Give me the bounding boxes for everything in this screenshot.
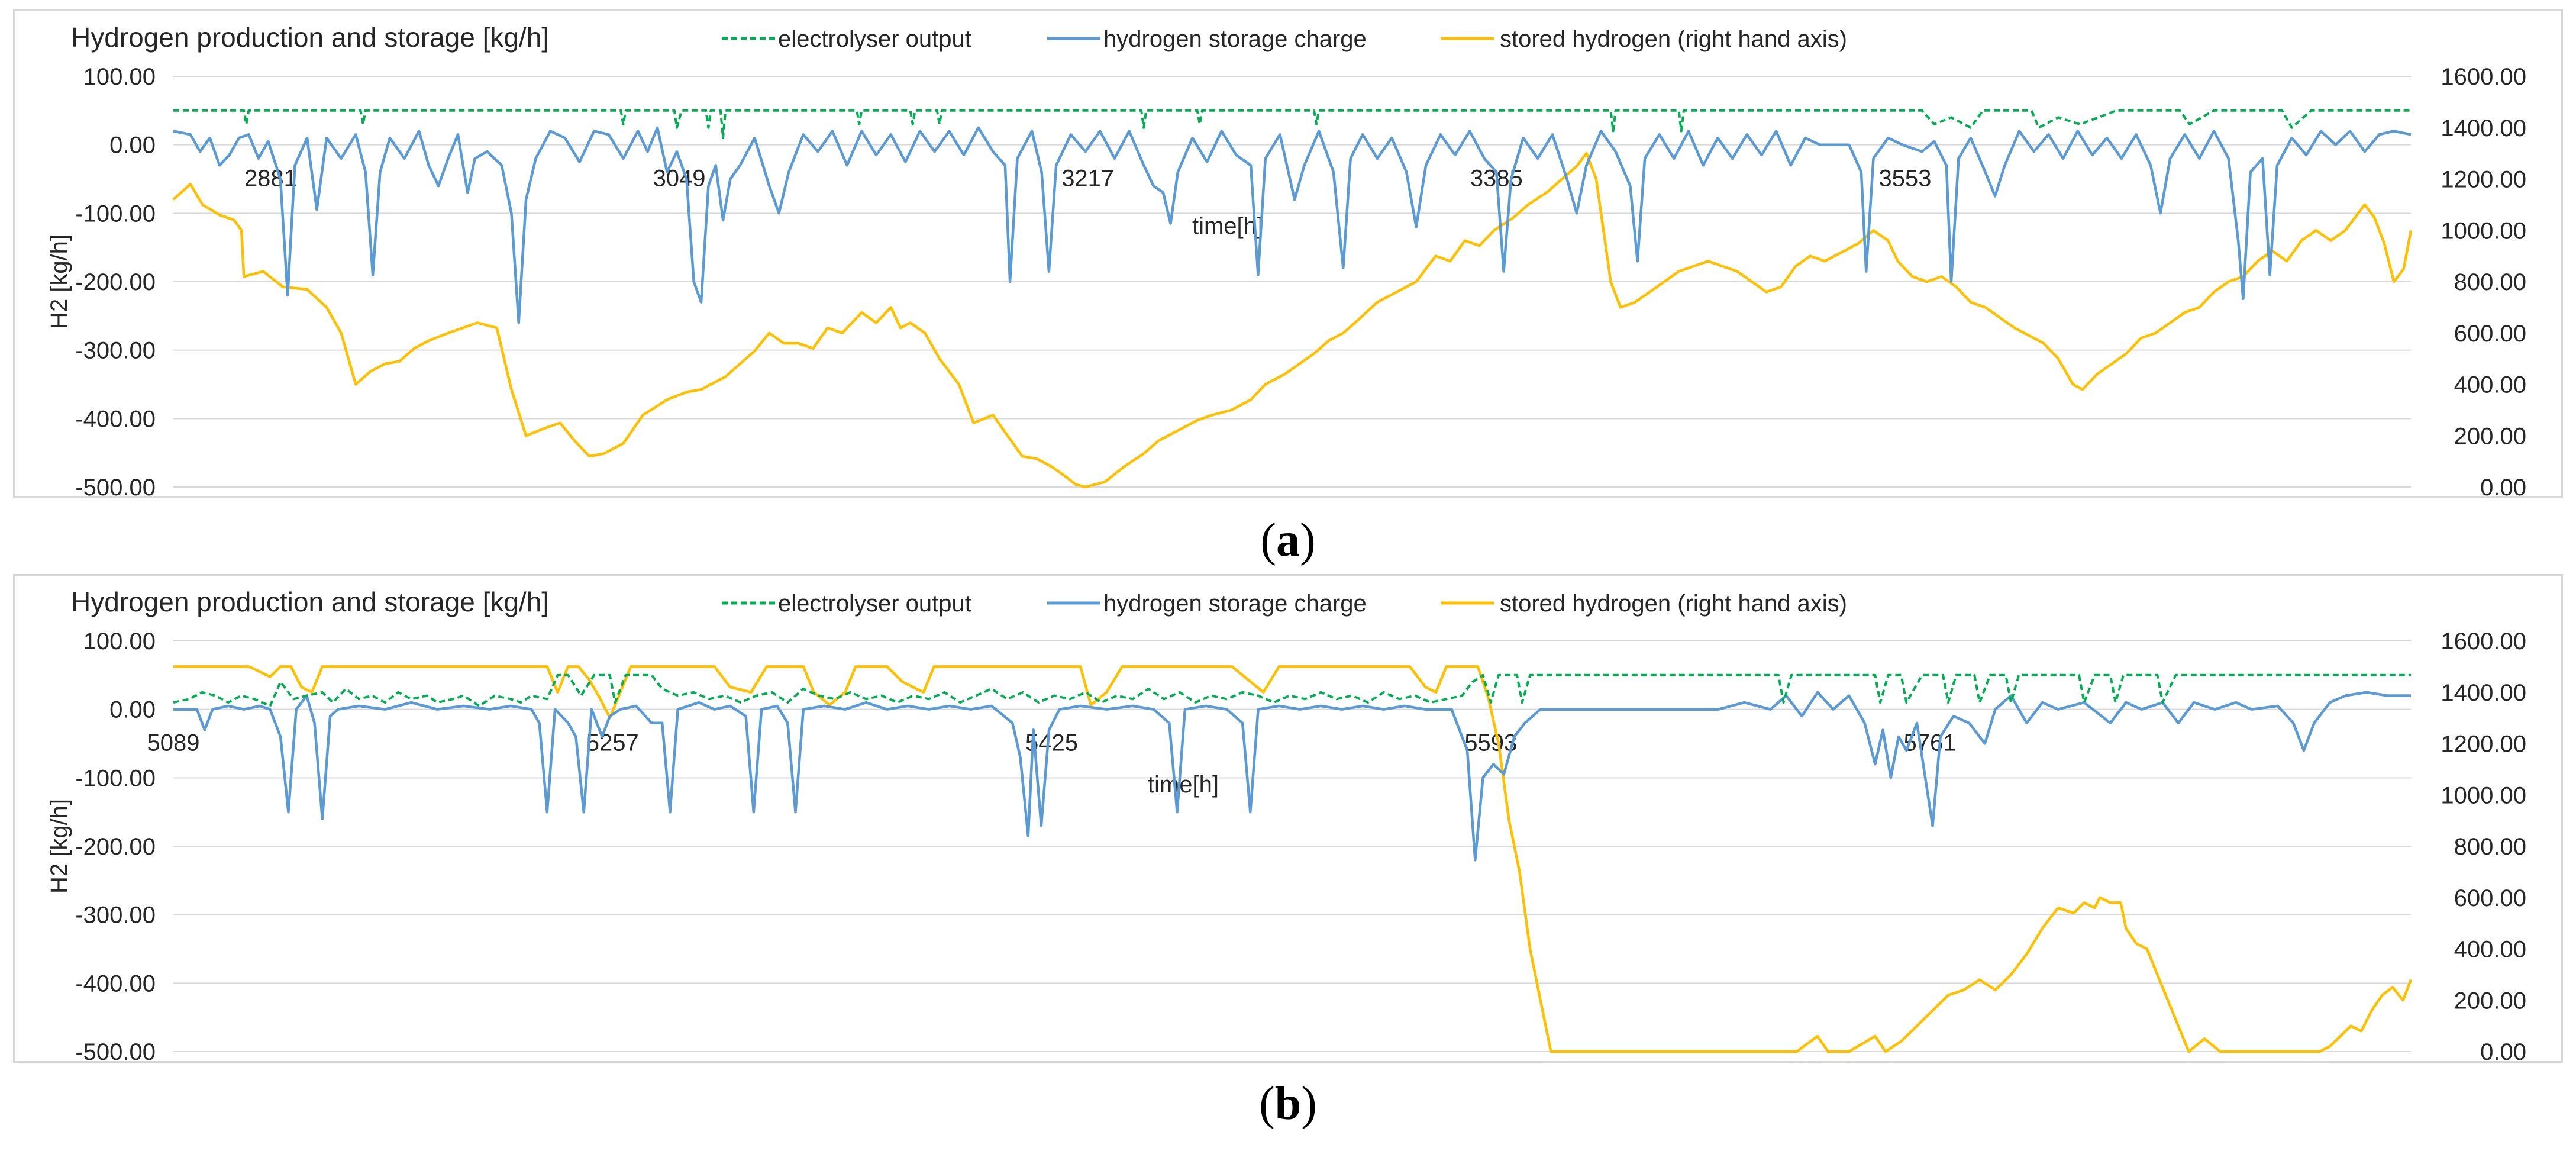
chart-b-x-axis-label: time[h] xyxy=(1148,772,1219,798)
chart-b-y2-tick-label: 600.00 xyxy=(2454,885,2526,911)
chart-a-y-tick-label: 100.00 xyxy=(83,64,156,90)
caption-a-open: ( xyxy=(1260,514,1276,566)
chart-panel-b: 100.00 0.00 -100.00 -200.00 -300.00 -400.00 -5… xyxy=(13,574,2563,1063)
chart-b-y-tick-label: -400.00 xyxy=(75,971,156,997)
chart-b-y2-tick-label: 200.00 xyxy=(2454,988,2526,1014)
chart-a-series-hydrogen-storage xyxy=(173,126,2412,324)
chart-a-legend-label: electrolyser output xyxy=(778,26,971,52)
chart-b-series-stored-hydrogen xyxy=(173,665,2413,1053)
chart-b-x-tick-label: 5593 xyxy=(1464,730,1517,756)
chart-a-y-tick-label: 0.00 xyxy=(109,133,156,159)
chart-b-y2-tick-label: 400.00 xyxy=(2454,937,2526,963)
chart-b-y-tick-label: 0.00 xyxy=(109,697,156,723)
chart-a-y2-tick-label: 1600.00 xyxy=(2441,64,2526,90)
caption-a-close: ) xyxy=(1300,514,1316,566)
chart-a-y-tick-label: -500.00 xyxy=(75,475,156,496)
chart-b-y-tick-label: 100.00 xyxy=(83,628,156,655)
chart-a-y2-tick-label: 1400.00 xyxy=(2441,115,2526,141)
chart-b-y2-tick-label: 1200.00 xyxy=(2441,731,2526,757)
chart-b-x-tick-label: 5257 xyxy=(586,730,639,756)
chart-a-y2-tick-label: 200.00 xyxy=(2454,423,2526,449)
chart-a-y2-tick-label: 600.00 xyxy=(2454,321,2526,347)
chart-b-y2-tick-label: 1400.00 xyxy=(2441,680,2526,706)
chart-a-x-tick-label: 3049 xyxy=(653,166,706,192)
chart-a-x-tick-label: 3553 xyxy=(1878,166,1931,192)
chart-a-x-tick-label: 2881 xyxy=(244,166,297,192)
chart-b-x-tick-label: 5089 xyxy=(147,730,200,756)
chart-b-y2-tick-label: 1600.00 xyxy=(2441,628,2526,655)
chart-a-y2-tick-label: 1000.00 xyxy=(2441,218,2526,244)
chart-b-legend-label: electrolyser output xyxy=(778,591,971,617)
chart-a-y2-tick-label: 400.00 xyxy=(2454,372,2526,398)
chart-b-series-electrolyser-output xyxy=(173,673,2411,707)
chart-b-legend-label: stored hydrogen (right hand axis) xyxy=(1500,591,1847,617)
chart-a-series-stored-hydrogen xyxy=(172,151,2413,489)
caption-b-open: ( xyxy=(1259,1078,1275,1130)
chart-b-y-tick-label: -500.00 xyxy=(75,1039,156,1061)
caption-b: (b) xyxy=(0,1077,2576,1131)
chart-a-y-tick-label: -200.00 xyxy=(75,269,156,295)
chart-a-y-tick-label: -400.00 xyxy=(75,406,156,432)
chart-b-y2-tick-label: 0.00 xyxy=(2480,1039,2526,1061)
chart-a-canvas: 100.00 0.00 -100.00 -200.00 -300.00 -400.00 -5… xyxy=(46,22,2526,496)
chart-b-series-hydrogen-storage xyxy=(173,691,2411,862)
chart-a-legend-label: hydrogen storage charge xyxy=(1103,26,1367,52)
chart-a-y2-tick-label: 800.00 xyxy=(2454,269,2526,295)
chart-panel-a: 100.00 0.00 -100.00 -200.00 -300.00 -400.00 -5… xyxy=(13,9,2563,498)
caption-a: (a) xyxy=(0,514,2576,568)
chart-a-title: Hydrogen production and storage [kg/h] xyxy=(71,22,549,53)
caption-b-letter: b xyxy=(1274,1078,1302,1130)
chart-b-title: Hydrogen production and storage [kg/h] xyxy=(71,586,549,617)
caption-b-close: ) xyxy=(1301,1078,1317,1130)
chart-a-y2-tick-label: 0.00 xyxy=(2480,475,2526,496)
chart-a-x-tick-label: 3217 xyxy=(1061,166,1114,192)
chart-b-y-tick-label: -200.00 xyxy=(75,834,156,860)
chart-a-y-tick-label: -100.00 xyxy=(75,201,156,227)
chart-a-series-electrolyser-output xyxy=(173,109,2411,140)
chart-b-y-tick-label: -100.00 xyxy=(75,765,156,791)
chart-a-legend-label: stored hydrogen (right hand axis) xyxy=(1500,26,1847,52)
chart-b-y-axis-label: H2 [kg/h] xyxy=(46,799,72,894)
chart-b-canvas: 100.00 0.00 -100.00 -200.00 -300.00 -400.00 -5… xyxy=(46,586,2526,1061)
chart-b-y-tick-label: -300.00 xyxy=(75,902,156,928)
chart-a-y2-tick-label: 1200.00 xyxy=(2441,167,2526,193)
chart-b-y2-tick-label: 800.00 xyxy=(2454,834,2526,860)
chart-a-y-tick-label: -300.00 xyxy=(75,338,156,364)
chart-b-legend-label: hydrogen storage charge xyxy=(1103,591,1367,617)
chart-a-y-axis-label: H2 [kg/h] xyxy=(46,234,72,329)
chart-b-y2-tick-label: 1000.00 xyxy=(2441,782,2526,808)
chart-a-x-axis-label: time[h] xyxy=(1192,213,1263,239)
caption-a-letter: a xyxy=(1276,514,1300,566)
